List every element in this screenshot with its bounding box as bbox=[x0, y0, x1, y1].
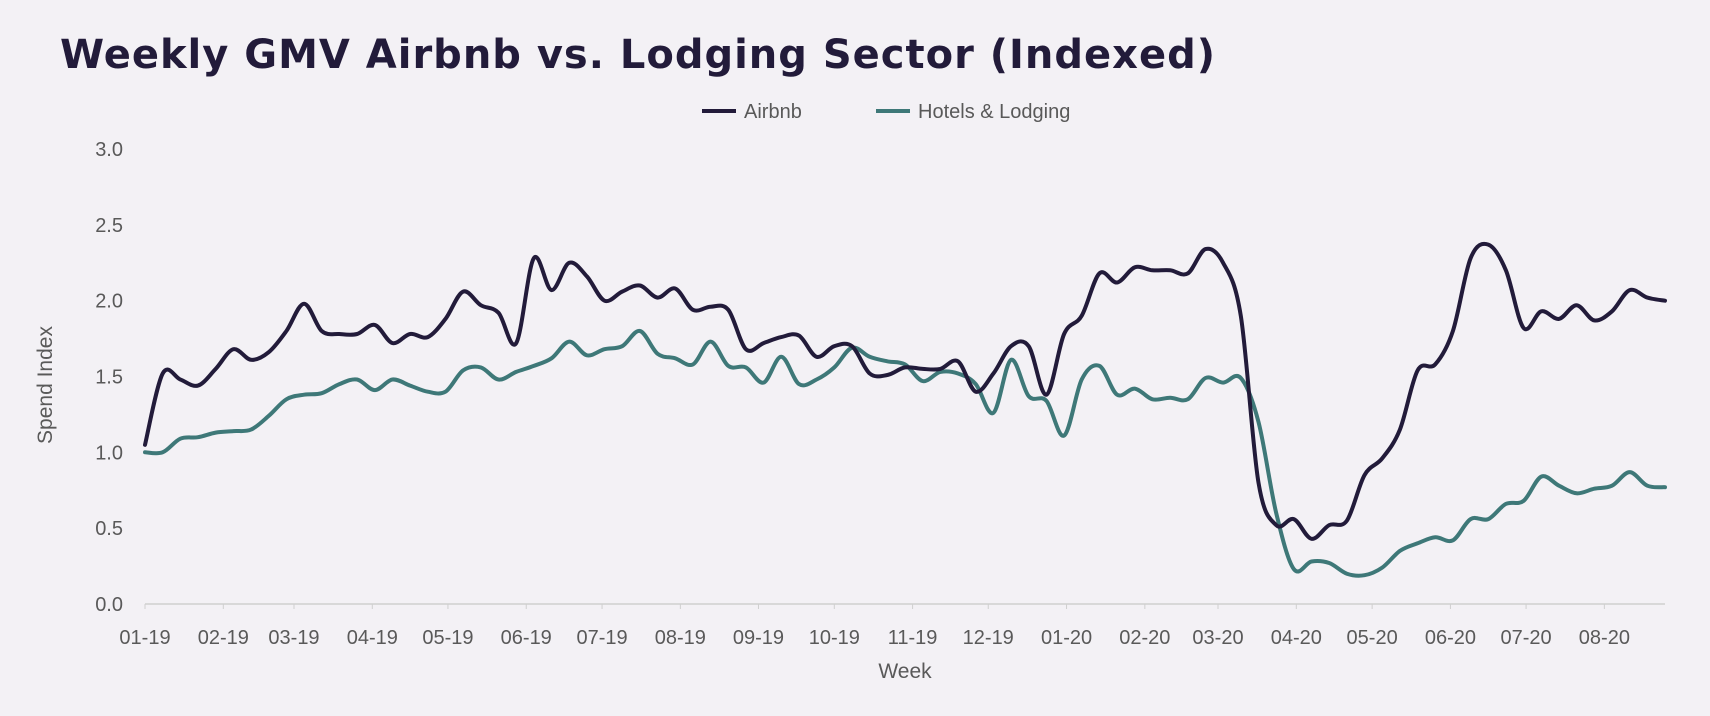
y-tick-label: 3.0 bbox=[95, 139, 123, 161]
series-line-airbnb bbox=[143, 241, 1667, 541]
x-tick-label: 07-20 bbox=[1501, 627, 1552, 649]
x-tick-label: 04-19 bbox=[347, 627, 398, 649]
x-tick-label: 06-20 bbox=[1425, 627, 1476, 649]
x-tick-label: 03-19 bbox=[268, 627, 319, 649]
y-tick-label: 0.5 bbox=[95, 518, 123, 540]
legend-label-airbnb: Airbnb bbox=[744, 101, 802, 123]
x-tick-label: 10-19 bbox=[809, 627, 860, 649]
y-tick-label: 2.0 bbox=[95, 291, 123, 313]
x-tick-label: 03-20 bbox=[1192, 627, 1243, 649]
y-tick-label: 1.5 bbox=[95, 367, 123, 389]
x-tick-label: 12-19 bbox=[963, 627, 1014, 649]
legend-label-hotels: Hotels & Lodging bbox=[918, 101, 1070, 123]
y-tick-label: 2.5 bbox=[95, 215, 123, 237]
x-tick-label: 07-19 bbox=[576, 627, 627, 649]
y-tick-label: 0.0 bbox=[95, 594, 123, 616]
x-tick-label: 02-19 bbox=[198, 627, 249, 649]
x-tick-label: 06-19 bbox=[501, 627, 552, 649]
x-tick-label: 08-20 bbox=[1579, 627, 1630, 649]
series-line-hotels-lodging bbox=[143, 329, 1667, 578]
x-tick-label: 01-20 bbox=[1041, 627, 1092, 649]
chart-title: Weekly GMV Airbnb vs. Lodging Sector (In… bbox=[60, 32, 1216, 78]
x-tick-label: 01-19 bbox=[119, 627, 170, 649]
y-axis-ticks: 0.0 0.5 1.0 1.5 2.0 2.5 3.0 bbox=[95, 139, 123, 616]
x-axis-ticks: 01-19 02-19 03-19 04-19 05-19 06-19 07-19 08-19… bbox=[119, 604, 1630, 649]
legend: Airbnb Hotels & Lodging bbox=[702, 101, 1070, 123]
x-tick-label: 04-20 bbox=[1271, 627, 1322, 649]
series-lines bbox=[143, 241, 1667, 578]
x-tick-label: 08-19 bbox=[655, 627, 706, 649]
x-axis-title: Week bbox=[878, 660, 932, 683]
x-tick-label: 05-20 bbox=[1347, 627, 1398, 649]
y-tick-label: 1.0 bbox=[95, 442, 123, 464]
x-tick-label: 11-19 bbox=[888, 627, 938, 649]
y-axis-title: Spend Index bbox=[34, 326, 57, 444]
x-tick-label: 09-19 bbox=[733, 627, 784, 649]
x-tick-label: 05-19 bbox=[422, 627, 473, 649]
x-tick-label: 02-20 bbox=[1119, 627, 1170, 649]
